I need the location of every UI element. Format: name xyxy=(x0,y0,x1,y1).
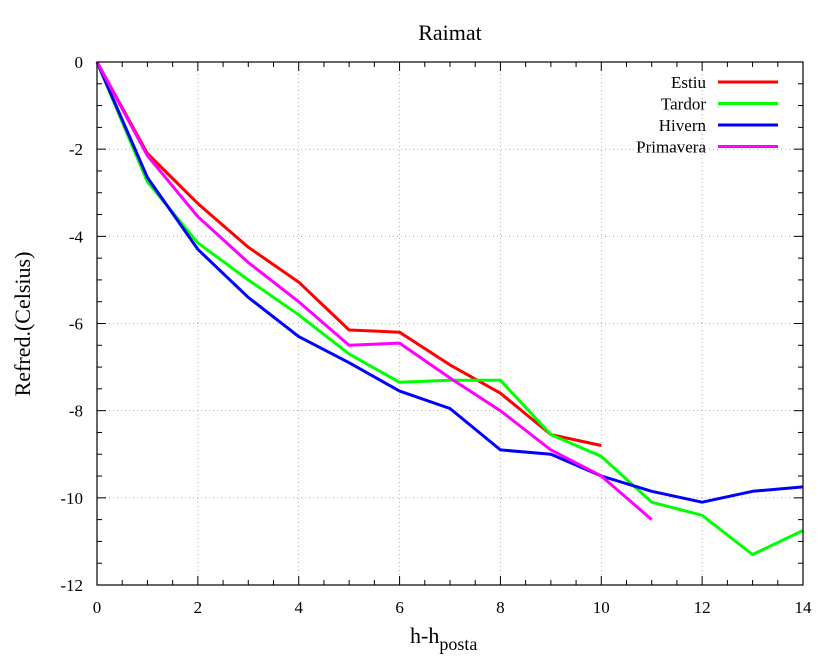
series-lines xyxy=(95,61,804,556)
plot-frame xyxy=(96,61,804,586)
x-tick-labels: 0 2 4 6 8 10 12 14 xyxy=(93,598,812,617)
series-line-hivern xyxy=(95,61,804,504)
series-line-primavera xyxy=(95,61,653,521)
y-tick-label: -10 xyxy=(60,489,83,508)
legend-label-primavera: Primavera xyxy=(636,138,706,157)
y-tick-label: -8 xyxy=(69,402,83,421)
legend-label-hivern: Hivern xyxy=(659,116,707,135)
y-axis-label: Refred.(Celsius) xyxy=(10,252,35,397)
x-tick-label: 10 xyxy=(593,598,610,617)
x-tick-label: 2 xyxy=(194,598,203,617)
x-axis-label-main: h-h xyxy=(410,623,439,648)
x-axis-label: h-hposta xyxy=(410,623,477,654)
y-tick-label: -12 xyxy=(60,576,83,595)
x-tick-label: 0 xyxy=(93,598,102,617)
legend: Estiu Tardor Hivern Primavera xyxy=(636,73,778,157)
y-tick-label: -4 xyxy=(69,227,84,246)
x-tick-label: 14 xyxy=(795,598,813,617)
y-tick-label: 0 xyxy=(75,53,84,72)
y-tick-label: -6 xyxy=(69,315,83,334)
series-line-tardor xyxy=(95,61,804,556)
chart-title: Raimat xyxy=(418,20,482,45)
x-tick-label: 12 xyxy=(694,598,711,617)
x-tick-label: 4 xyxy=(294,598,303,617)
series-line-estiu xyxy=(95,61,602,447)
y-tick-labels: 0 -2 -4 -6 -8 -10 -12 xyxy=(60,53,83,595)
x-tick-label: 6 xyxy=(395,598,404,617)
legend-label-estiu: Estiu xyxy=(671,73,706,92)
legend-label-tardor: Tardor xyxy=(661,95,706,114)
y-tick-label: -2 xyxy=(69,140,83,159)
x-axis-label-sub: posta xyxy=(439,634,477,654)
x-tick-label: 8 xyxy=(496,598,505,617)
